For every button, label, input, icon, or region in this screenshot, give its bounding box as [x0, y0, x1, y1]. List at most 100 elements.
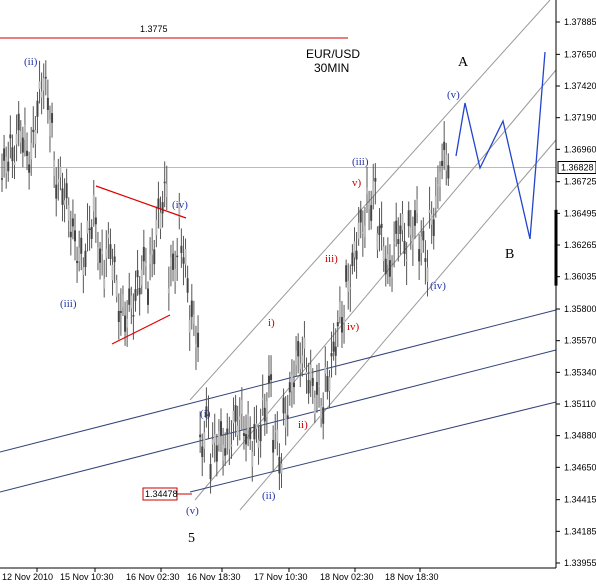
candle-body [418, 249, 421, 262]
candle-body [80, 237, 83, 254]
candle-body [330, 353, 333, 357]
chart-title: EUR/USD [306, 47, 360, 61]
candle-body [311, 378, 314, 386]
wave-label-red: iv) [347, 321, 360, 333]
candle-body [124, 315, 127, 332]
candle-body [149, 254, 152, 264]
candle-body [278, 456, 281, 474]
candle-body [30, 143, 33, 160]
candle-body [136, 270, 139, 278]
candle-body [28, 164, 31, 173]
candle-body [434, 196, 437, 208]
candle-body [393, 241, 396, 244]
candle-body [121, 294, 124, 308]
resistance-label: 1.3775 [140, 24, 168, 34]
candle-body [117, 310, 120, 323]
candle-body [86, 220, 89, 234]
candle-body [203, 432, 206, 449]
candle-body [259, 424, 262, 442]
candle-body [267, 375, 270, 384]
wave-label-red: ii) [298, 419, 308, 431]
candle-body [96, 246, 99, 263]
candle-body [40, 91, 43, 98]
candle-body [88, 228, 91, 230]
y-tick-label: 1.35570 [564, 336, 596, 346]
candle-body [388, 260, 391, 277]
candle-body [205, 406, 208, 418]
candle-body [3, 148, 6, 161]
candle-body [382, 246, 385, 262]
y-tick-label: 1.35340 [564, 367, 596, 377]
x-tick-label: 18 Nov 18:30 [385, 572, 439, 582]
candle-body [443, 141, 446, 151]
y-tick-label: 1.36035 [564, 272, 596, 282]
candle-body [190, 300, 193, 317]
wave-label-black: 5 [188, 531, 195, 546]
candle-body [374, 178, 377, 182]
candle-body [38, 81, 41, 89]
candle-body [215, 445, 218, 462]
candle-body [284, 413, 287, 428]
candle-body [359, 209, 362, 223]
y-tick-label: 1.36725 [564, 177, 596, 187]
candle-body [132, 315, 135, 317]
candle-body [147, 288, 149, 305]
wave-label-blue: (iv) [430, 280, 446, 292]
candle-body [265, 401, 268, 418]
candle-body [11, 147, 14, 162]
candle-body [270, 374, 273, 381]
x-tick-label: 12 Nov 2010 [2, 572, 53, 582]
candle-body [32, 129, 35, 133]
candle-body [130, 295, 133, 309]
y-tick-label: 1.35800 [564, 304, 596, 314]
candle-body [71, 218, 74, 227]
candle-body [134, 289, 137, 301]
candle-body [282, 397, 285, 414]
candle-body [5, 156, 8, 174]
candle-body [255, 423, 258, 429]
candle-body [197, 332, 200, 348]
candle-body [207, 414, 210, 416]
candle-body [403, 240, 406, 255]
candle-body [336, 322, 339, 327]
low-box [142, 487, 178, 501]
candle-body [222, 444, 225, 461]
candle-body [178, 201, 181, 218]
candle-body [144, 262, 147, 267]
wave-label-red: i) [268, 317, 275, 329]
candle-body [115, 280, 118, 297]
candle-body [46, 97, 49, 110]
candle-body [257, 439, 260, 448]
y-tick-label: 1.34185 [564, 526, 596, 536]
candle-body [253, 424, 256, 440]
candle-body [51, 113, 54, 123]
y-tick-label: 1.37650 [564, 49, 596, 59]
y-tick-label: 1.36495 [564, 208, 596, 218]
wave-label-blue: (iv) [172, 199, 188, 211]
candle-body [326, 376, 329, 392]
candle-body [163, 181, 166, 184]
candle-body [280, 463, 283, 474]
candle-body [405, 259, 408, 262]
candle-body [82, 267, 85, 276]
candle-body [343, 317, 346, 323]
candle-body [234, 405, 237, 422]
candle-body [305, 372, 308, 374]
candle-body [55, 184, 58, 199]
candle-body [272, 439, 275, 453]
candle-body [303, 337, 306, 349]
candle-body [172, 253, 175, 270]
candle-body [186, 278, 189, 293]
candle-body [48, 119, 51, 136]
candle-body [368, 202, 371, 210]
candle-body [445, 154, 448, 171]
wave-label-black: A [458, 55, 469, 70]
candle-body [199, 434, 202, 438]
candle-body [299, 363, 302, 370]
candle-body [313, 397, 316, 415]
candle-body [74, 230, 76, 242]
candle-body [363, 225, 366, 238]
candle-body [399, 225, 402, 235]
candle-body [201, 446, 204, 458]
